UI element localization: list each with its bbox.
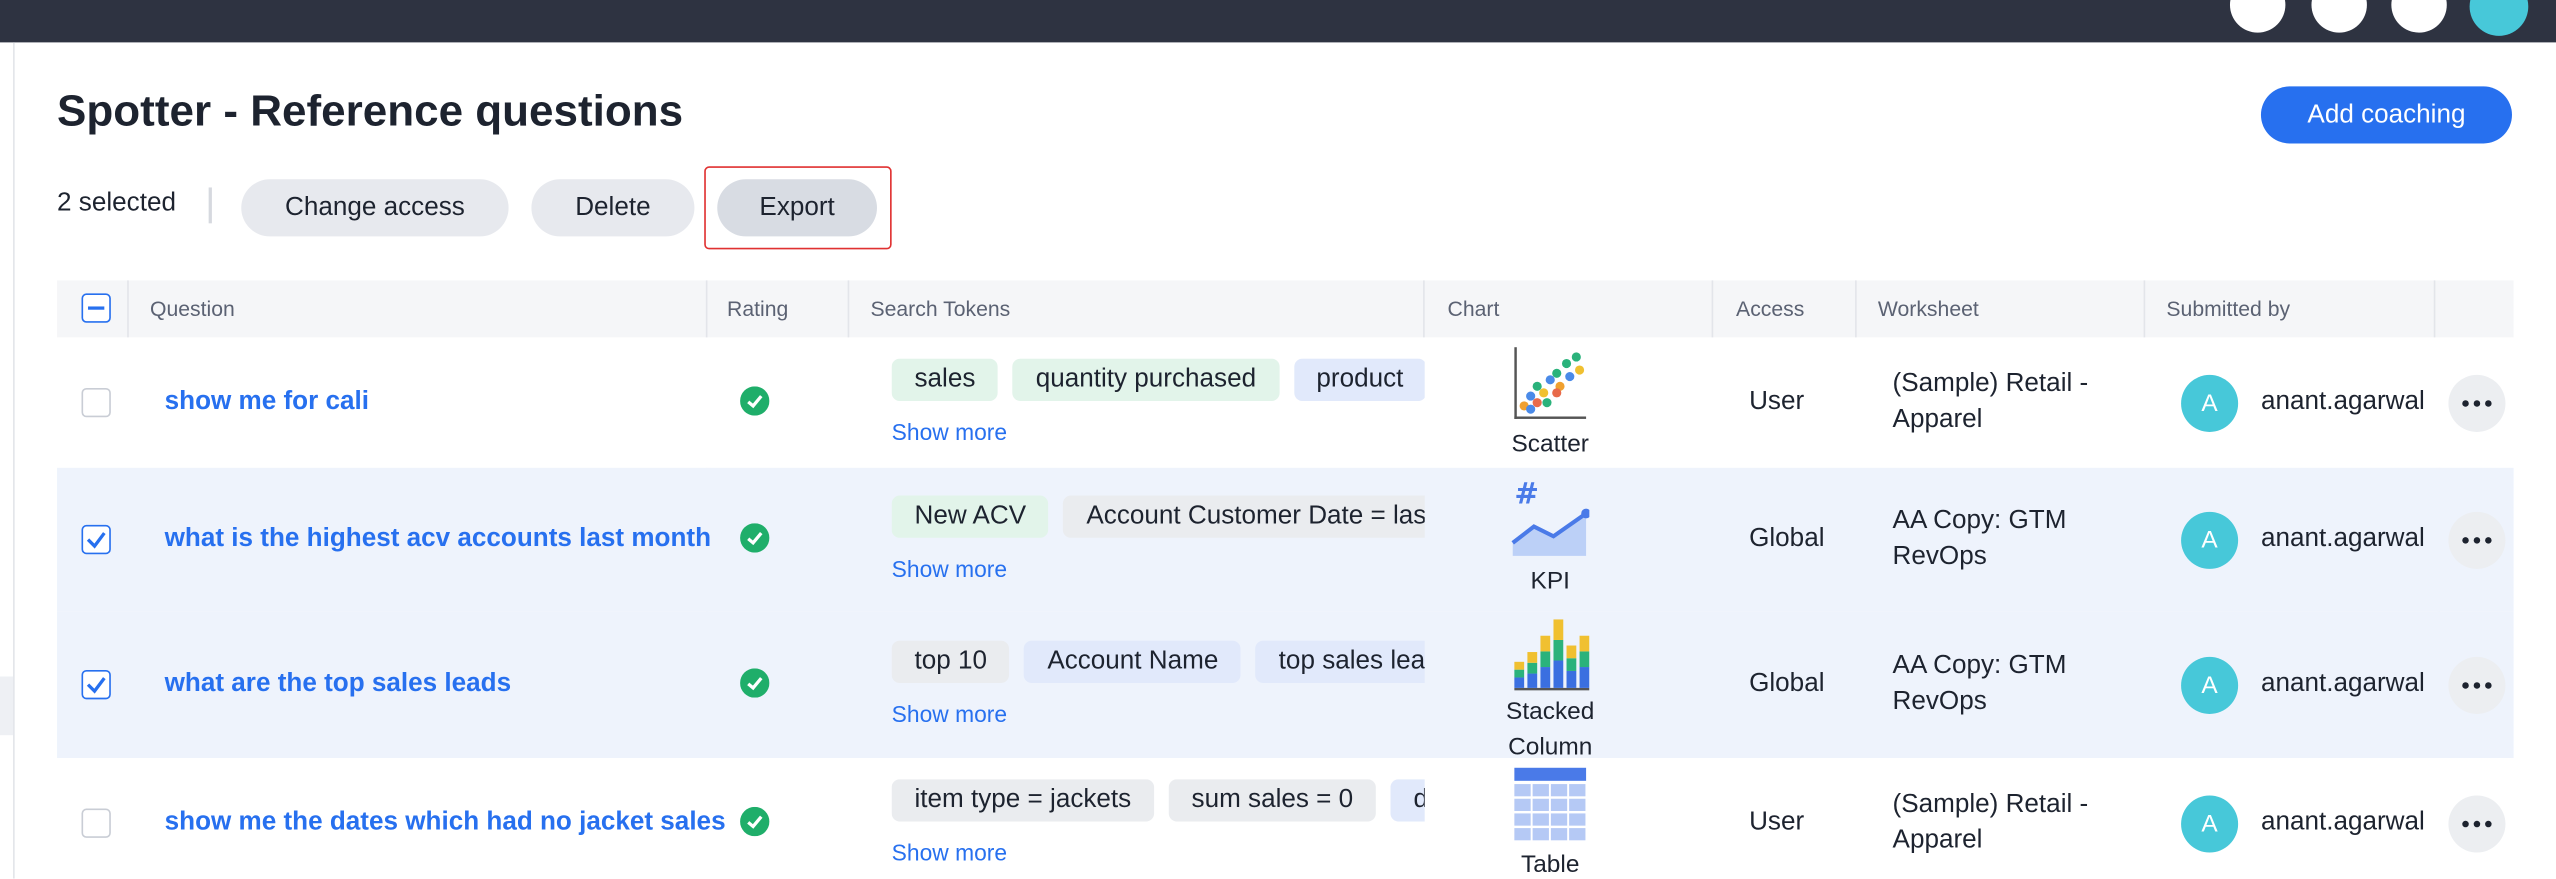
worksheet-name: AA Copy: GTM RevOps (1892, 506, 2067, 571)
sidebar-edge (13, 42, 15, 879)
rating-icon (740, 523, 770, 553)
column-separator (705, 280, 708, 338)
column-separator (1711, 280, 1714, 338)
token-list: top 10 Account Name top sales lea (891, 640, 1425, 684)
table-header (57, 280, 2514, 338)
submitted-by: anant.agarwal (2260, 808, 2425, 837)
column-separator (2143, 280, 2146, 338)
search-token: Account Customer Date = las (1063, 495, 1425, 538)
chart-label: Scatter (1511, 430, 1589, 459)
access-level: User (1749, 808, 1805, 837)
help-icon[interactable] (2391, 0, 2447, 33)
chart-label: Stacked Column (1506, 697, 1595, 762)
page-title: Spotter - Reference questions (57, 86, 684, 136)
chart-icon (1511, 765, 1589, 843)
rating-icon (740, 386, 770, 416)
apps-icon[interactable] (2311, 0, 2367, 33)
search-icon[interactable] (2229, 0, 2286, 33)
search-token: d (1390, 779, 1425, 822)
column-header: Access (1736, 296, 1805, 322)
top-bar (0, 0, 2556, 43)
question-link[interactable]: what is the highest acv accounts last mo… (164, 524, 712, 553)
more-button[interactable] (2448, 656, 2506, 714)
column-header: Submitted by (2166, 296, 2291, 322)
delete-button[interactable]: Delete (531, 179, 695, 237)
token-list: New ACV Account Customer Date = las (891, 495, 1425, 538)
row-checkbox[interactable] (81, 387, 111, 418)
search-token: product (1293, 358, 1425, 402)
search-token: Account Name (1024, 640, 1242, 684)
access-level: Global (1749, 669, 1825, 698)
show-more-link[interactable]: Show more (891, 700, 1008, 728)
column-header: Search Tokens (870, 296, 1011, 322)
rating-icon (740, 806, 770, 837)
question-link[interactable]: what are the top sales leads (164, 669, 512, 698)
more-button[interactable] (2448, 511, 2506, 569)
user-avatar: A (2181, 656, 2239, 714)
row-checkbox[interactable] (81, 669, 111, 700)
show-more-link[interactable]: Show more (891, 418, 1008, 446)
question-link[interactable]: show me the dates which had no jacket sa… (164, 808, 726, 837)
worksheet-name: (Sample) Retail - Apparel (1892, 790, 2089, 855)
column-header: Chart (1447, 296, 1500, 322)
row-checkbox[interactable] (81, 808, 111, 838)
access-level: User (1749, 387, 1805, 416)
column-separator (2433, 280, 2436, 338)
search-token: quantity purchased (1012, 358, 1279, 402)
change-access-button[interactable]: Change access (241, 179, 509, 237)
show-more-link[interactable]: Show more (891, 555, 1008, 582)
column-separator (1855, 280, 1857, 338)
table-row (57, 337, 2514, 468)
svg-text:#: # (1514, 481, 1539, 511)
user-avatar: A (2181, 374, 2239, 432)
worksheet-name: (Sample) Retail - Apparel (1892, 370, 2089, 434)
table-row (57, 467, 2514, 612)
column-header: Worksheet (1877, 296, 1979, 322)
submitted-by: anant.agarwal (2260, 524, 2425, 553)
column-header: Rating (727, 296, 789, 322)
highlight-box (704, 166, 892, 250)
user-avatar: A (2181, 511, 2239, 569)
search-token: top 10 (891, 640, 1010, 684)
question-link[interactable]: show me for cali (164, 387, 370, 416)
column-separator (847, 280, 850, 338)
submitted-by: anant.agarwal (2260, 669, 2425, 698)
chart-label: KPI (1530, 567, 1570, 595)
row-checkbox[interactable] (81, 524, 111, 555)
more-button[interactable] (2448, 795, 2506, 853)
add-coaching-button[interactable]: Add coaching (2260, 86, 2512, 144)
more-button[interactable] (2448, 374, 2506, 432)
access-level: Global (1749, 524, 1825, 553)
export-button[interactable]: Export (717, 179, 877, 237)
search-token: top sales lea (1255, 640, 1425, 684)
submitted-by: anant.agarwal (2260, 387, 2425, 416)
worksheet-name: AA Copy: GTM RevOps (1892, 652, 2067, 716)
selected-count: 2 selected (57, 189, 176, 217)
search-token: New ACV (891, 495, 1049, 538)
token-list: sales quantity purchased product (891, 358, 1425, 402)
chart-label: Table (1520, 850, 1580, 879)
column-separator (127, 280, 129, 338)
column-separator (1423, 280, 1425, 338)
column-header: Question (149, 296, 235, 322)
select-all-checkbox[interactable] (81, 293, 111, 323)
table-row (57, 611, 2514, 758)
chart-icon (1511, 344, 1589, 422)
search-token: sales (891, 358, 999, 402)
profile-icon[interactable] (2469, 0, 2529, 36)
chart-icon (1511, 613, 1590, 691)
search-token: sum sales = 0 (1168, 779, 1376, 822)
show-more-link[interactable]: Show more (891, 839, 1008, 866)
divider (208, 187, 212, 224)
search-token: item type = jackets (891, 779, 1155, 822)
token-list: item type = jackets sum sales = 0 d (891, 779, 1425, 822)
sidebar-item (0, 676, 14, 736)
user-avatar: A (2181, 795, 2239, 853)
chart-icon: # (1511, 477, 1591, 559)
rating-icon (740, 668, 770, 698)
